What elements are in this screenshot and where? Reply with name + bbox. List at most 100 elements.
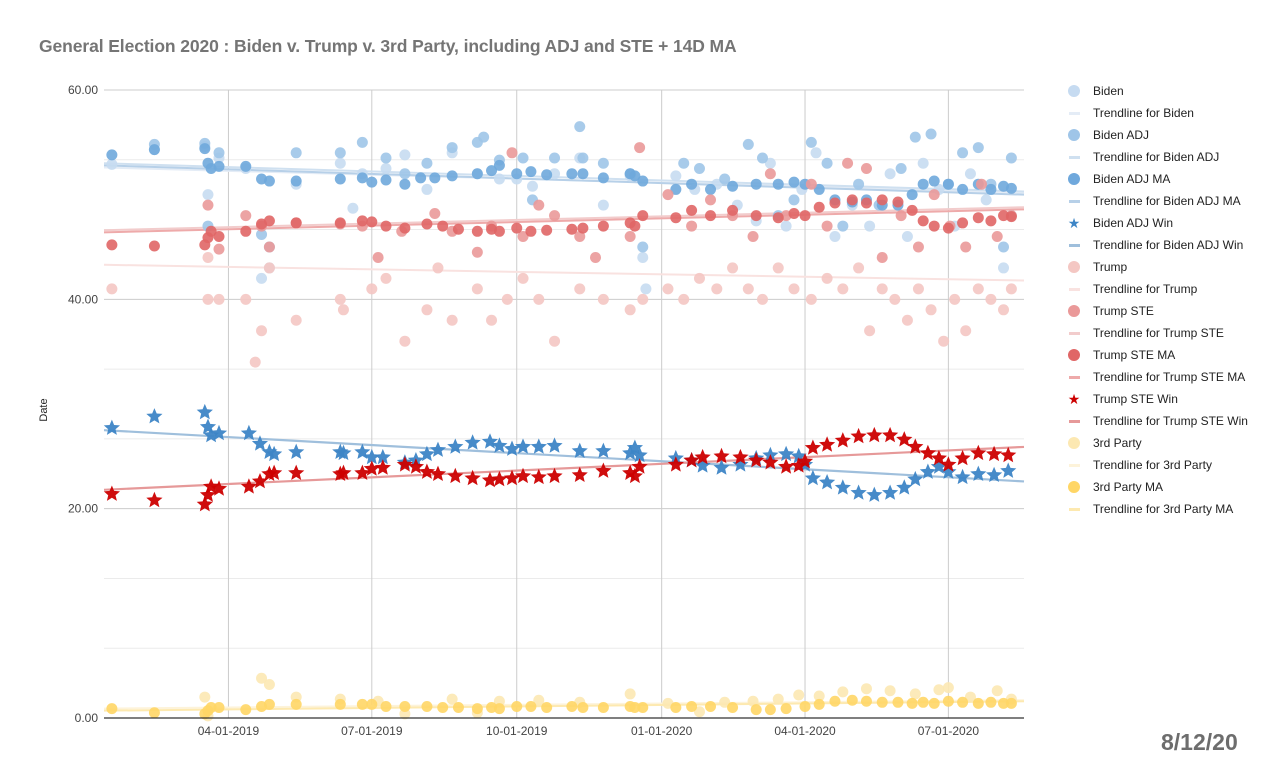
data-point: [686, 700, 698, 712]
data-point-star: [683, 452, 700, 468]
legend-item[interactable]: Trendline for Biden ADJ: [1064, 146, 1280, 168]
data-point: [892, 696, 904, 708]
data-point: [334, 147, 346, 159]
data-point: [205, 702, 217, 714]
data-point: [788, 208, 800, 220]
legend-item[interactable]: Trendline for 3rd Party: [1064, 454, 1280, 476]
data-point-star: [626, 467, 643, 484]
legend-item[interactable]: Trendline for Trump STE MA: [1064, 366, 1280, 388]
legend-item[interactable]: Biden ADJ MA: [1064, 168, 1280, 190]
legend-item[interactable]: Biden ADJ: [1064, 124, 1280, 146]
data-point-star: [694, 448, 711, 465]
legend-item[interactable]: ★ Biden ADJ Win: [1064, 212, 1280, 234]
data-point: [925, 304, 937, 316]
y-tick-label: 60.00: [68, 83, 98, 97]
trendlines: [103, 162, 1025, 712]
data-point: [380, 163, 392, 174]
legend-label: 3rd Party MA: [1093, 480, 1164, 494]
data-point: [493, 703, 505, 715]
data-point: [399, 700, 411, 712]
data-point-star: [778, 458, 795, 474]
data-point-star: [882, 426, 899, 443]
data-point: [972, 697, 984, 709]
data-point: [860, 197, 872, 209]
data-point: [478, 131, 490, 143]
data-point-star: [571, 442, 588, 458]
data-point-star: [790, 457, 807, 473]
legend-label: Trendline for Biden: [1093, 106, 1194, 120]
legend-item[interactable]: Trendline for Trump STE: [1064, 322, 1280, 344]
legend-label: Trump STE MA: [1093, 348, 1176, 362]
data-point: [686, 220, 698, 232]
data-point: [148, 144, 160, 156]
legend-item[interactable]: Trendline for 3rd Party MA: [1064, 498, 1280, 520]
legend-item[interactable]: Trump STE: [1064, 300, 1280, 322]
series-trump: [106, 251, 1017, 368]
data-point: [693, 272, 705, 284]
data-point: [541, 224, 553, 236]
legend-item[interactable]: Trendline for Biden ADJ MA: [1064, 190, 1280, 212]
legend-line-icon: [1064, 411, 1084, 431]
data-point: [624, 231, 636, 243]
data-point-star: [986, 445, 1003, 462]
legend-label: Trendline for Trump STE Win: [1093, 414, 1248, 428]
data-point: [750, 704, 762, 716]
data-point: [895, 210, 907, 222]
data-point: [380, 152, 392, 164]
data-point: [670, 183, 682, 195]
legend-item[interactable]: Biden: [1064, 80, 1280, 102]
data-point: [846, 194, 858, 206]
data-point: [960, 325, 972, 337]
legend-item[interactable]: Trump: [1064, 256, 1280, 278]
data-point: [805, 136, 817, 148]
data-point: [574, 121, 586, 133]
data-point-star: [940, 463, 957, 479]
data-point-star: [464, 469, 481, 486]
data-point: [901, 231, 913, 243]
legend-item[interactable]: Trendline for Biden: [1064, 102, 1280, 124]
data-point: [290, 217, 302, 229]
data-point: [624, 688, 636, 700]
data-point: [972, 212, 984, 224]
legend-item[interactable]: Trump STE MA: [1064, 344, 1280, 366]
legend-item[interactable]: Trendline for Trump: [1064, 278, 1280, 300]
line-marker: [1068, 155, 1080, 159]
trendline: [103, 445, 1025, 491]
data-point: [705, 183, 717, 195]
data-point-star: [515, 467, 532, 484]
data-point: [471, 168, 483, 180]
date-stamp: 8/12/20: [1161, 729, 1238, 755]
data-point: [912, 241, 924, 253]
data-point: [533, 694, 545, 706]
legend-item[interactable]: 3rd Party: [1064, 432, 1280, 454]
data-point: [202, 251, 214, 263]
y-axis-title: Date: [38, 398, 50, 421]
legend-item[interactable]: ★ Trump STE Win: [1064, 388, 1280, 410]
data-point: [399, 149, 411, 161]
x-tick-label: 01-01-2020: [631, 724, 693, 738]
data-point: [964, 691, 976, 703]
data-point: [942, 222, 954, 234]
legend-item[interactable]: Trendline for Biden ADJ Win: [1064, 234, 1280, 256]
data-point: [1005, 152, 1017, 164]
legend-item[interactable]: Trendline for Trump STE Win: [1064, 410, 1280, 432]
data-point: [670, 702, 682, 714]
data-point-star: [694, 457, 711, 473]
data-point: [263, 241, 275, 253]
data-point-star: [429, 441, 447, 457]
line-marker: [1068, 287, 1080, 291]
data-point: [511, 222, 523, 234]
data-point: [452, 223, 464, 235]
data-point: [597, 199, 609, 211]
data-point-star: [986, 466, 1003, 482]
data-point: [772, 212, 784, 224]
legend-item[interactable]: 3rd Party MA: [1064, 476, 1280, 498]
data-point: [356, 215, 368, 227]
data-point: [334, 157, 346, 169]
data-point: [493, 225, 505, 237]
data-point: [597, 220, 609, 232]
data-point: [590, 251, 602, 263]
data-point: [912, 283, 924, 295]
data-point: [421, 183, 433, 195]
data-point: [942, 178, 954, 190]
